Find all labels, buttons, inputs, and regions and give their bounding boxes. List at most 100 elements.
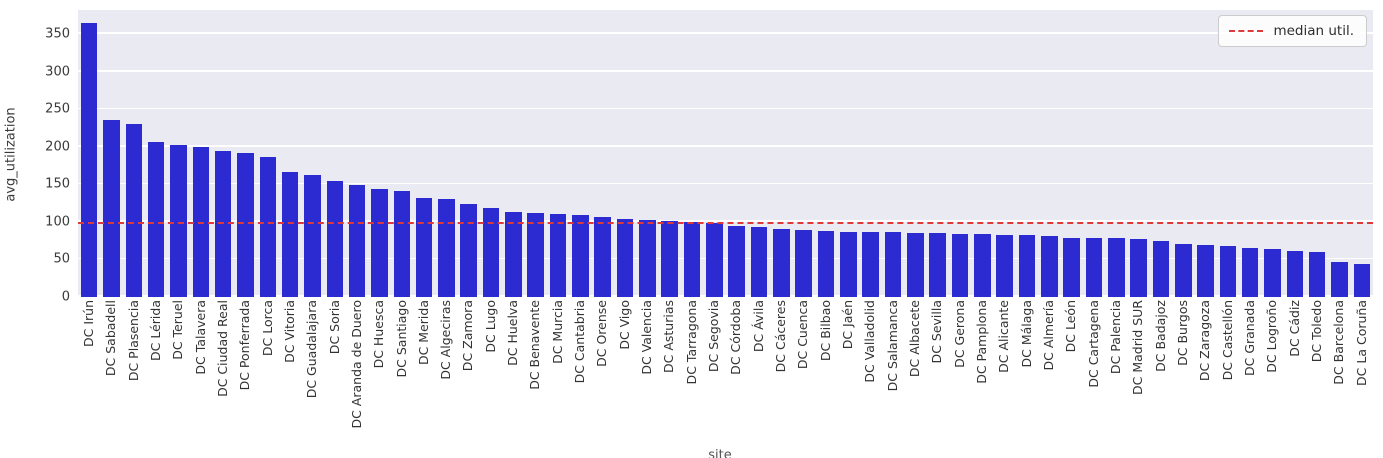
x-tick-label: DC Lugo bbox=[482, 300, 498, 353]
x-tick-cell: DC Lugo bbox=[480, 300, 502, 458]
gridline bbox=[78, 32, 1373, 35]
bar-DC Lugo bbox=[482, 208, 500, 297]
x-tick-label: DC Zaragoza bbox=[1197, 300, 1213, 382]
bar-DC Merida bbox=[415, 197, 433, 297]
y-tick-label: 250 bbox=[45, 101, 70, 117]
x-tick-cell: DC Albacete bbox=[904, 300, 926, 458]
x-tick-label: DC Plasencia bbox=[125, 300, 141, 382]
bar-cell bbox=[525, 10, 547, 297]
bar-cell bbox=[770, 10, 792, 297]
bar-DC Ciudad Real bbox=[214, 150, 232, 297]
bar-cell bbox=[413, 10, 435, 297]
x-tick-label: DC Logroño bbox=[1264, 300, 1280, 373]
bar-cell bbox=[1239, 10, 1261, 297]
bar-cell bbox=[748, 10, 770, 297]
x-tick-label: DC Cáceres bbox=[773, 300, 789, 373]
bar-DC Ponferrada bbox=[237, 152, 254, 297]
gridline bbox=[78, 220, 1373, 222]
bar-DC Vigo bbox=[616, 218, 634, 297]
bar-DC Irún bbox=[80, 22, 98, 297]
x-tick-cell: DC Cuenca bbox=[793, 300, 815, 458]
x-tick-label: DC Sevilla bbox=[929, 300, 945, 364]
x-tick-label: DC Murcia bbox=[549, 300, 565, 364]
x-tick-label: DC Teruel bbox=[170, 300, 186, 360]
bar-cell bbox=[480, 10, 502, 297]
median-utilization-line bbox=[78, 221, 1373, 224]
bar-cell bbox=[324, 10, 346, 297]
bar-cell bbox=[279, 10, 301, 297]
bar-DC Huelva bbox=[505, 212, 522, 297]
x-tick-cell: DC Valencia bbox=[636, 300, 658, 458]
bar-DC Teruel bbox=[170, 145, 187, 297]
bar-cell bbox=[1172, 10, 1194, 297]
x-tick-cell: DC Sevilla bbox=[926, 300, 948, 458]
x-tick-label: DC Salamanca bbox=[884, 300, 900, 392]
bar-cell bbox=[659, 10, 681, 297]
gridline bbox=[78, 257, 1373, 260]
x-tick-label: DC Merida bbox=[415, 300, 431, 366]
legend-dashed-line-icon bbox=[1229, 30, 1264, 32]
bar-DC Bilbao bbox=[817, 230, 835, 297]
x-tick-cell: DC Salamanca bbox=[882, 300, 904, 458]
x-tick-label: DC Badajoz bbox=[1152, 300, 1168, 372]
bar-DC Sevilla bbox=[929, 233, 946, 297]
x-tick-label: DC La Coruña bbox=[1353, 300, 1369, 386]
x-tick-label: DC Asturias bbox=[661, 300, 677, 373]
bar-DC Asturias bbox=[661, 221, 678, 297]
bar-cell bbox=[145, 10, 167, 297]
x-tick-label: DC Burgos bbox=[1174, 300, 1190, 366]
bar-cell bbox=[859, 10, 881, 297]
bar-DC Huesca bbox=[371, 188, 388, 297]
bar-DC Ávila bbox=[750, 227, 768, 297]
x-tick-cell: DC Ponferrada bbox=[234, 300, 256, 458]
x-tick-cell: DC Talavera bbox=[190, 300, 212, 458]
x-tick-label: DC Gerona bbox=[951, 300, 967, 368]
bar-cell bbox=[1351, 10, 1373, 297]
x-tick-cell: DC Asturias bbox=[659, 300, 681, 458]
bar-cell bbox=[882, 10, 904, 297]
bar-cell bbox=[1217, 10, 1239, 297]
bar-cell bbox=[458, 10, 480, 297]
bar-cell bbox=[1284, 10, 1306, 297]
bar-DC Cuenca bbox=[795, 230, 812, 297]
x-tick-label: DC Málaga bbox=[1018, 300, 1034, 368]
y-tick-label: 150 bbox=[45, 176, 70, 192]
x-tick-label: DC Ávila bbox=[750, 300, 766, 353]
x-tick-label: DC Albacete bbox=[907, 300, 923, 378]
bar-DC Albacete bbox=[907, 233, 924, 297]
x-tick-label: DC Talavera bbox=[192, 300, 208, 375]
x-tick-label: DC Cuenca bbox=[795, 300, 811, 370]
x-tick-cell: DC Bilbao bbox=[815, 300, 837, 458]
bar-DC Cádiz bbox=[1286, 251, 1304, 297]
x-tick-cell: DC Benavente bbox=[525, 300, 547, 458]
x-tick-label: DC Cantabria bbox=[572, 300, 588, 384]
bar-cell bbox=[636, 10, 658, 297]
bar-DC Cantabria bbox=[572, 215, 589, 297]
y-tick-label: 100 bbox=[45, 214, 70, 230]
bar-DC Córdoba bbox=[728, 226, 745, 297]
x-tick-cell: DC Teruel bbox=[167, 300, 189, 458]
x-tick-label: DC Jaén bbox=[840, 300, 856, 350]
x-tick-cell: DC Granada bbox=[1239, 300, 1261, 458]
bar-cell bbox=[1150, 10, 1172, 297]
bar-DC Valencia bbox=[639, 219, 656, 297]
bar-DC Burgos bbox=[1174, 244, 1192, 297]
x-tick-cell: DC Barcelona bbox=[1328, 300, 1350, 458]
x-tick-cell: DC Alicante bbox=[993, 300, 1015, 458]
bar-DC Murcia bbox=[549, 214, 567, 297]
gridline bbox=[78, 182, 1373, 185]
bar-cell bbox=[971, 10, 993, 297]
x-tick-label: DC Segovia bbox=[706, 300, 722, 373]
bar-DC Badajoz bbox=[1152, 241, 1170, 297]
x-tick-label: DC Huelva bbox=[505, 300, 521, 366]
bar-cell bbox=[569, 10, 591, 297]
x-tick-label: DC Soria bbox=[326, 300, 342, 355]
x-tick-label: DC Sabadell bbox=[103, 300, 119, 377]
x-tick-cell: DC Algeciras bbox=[435, 300, 457, 458]
x-tick-label: DC Pamplona bbox=[974, 300, 990, 384]
x-tick-label: DC Aranda de Duero bbox=[348, 300, 364, 429]
bar-cell bbox=[926, 10, 948, 297]
bar-DC Jaén bbox=[840, 231, 857, 297]
bar-cell bbox=[346, 10, 368, 297]
x-tick-cell: DC Valladolid bbox=[859, 300, 881, 458]
